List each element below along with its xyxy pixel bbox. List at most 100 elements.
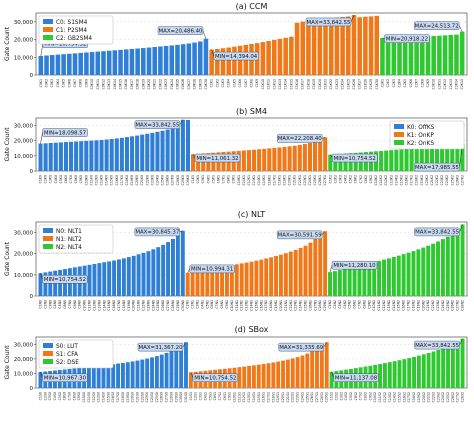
bar xyxy=(239,263,244,296)
annotation-arrow xyxy=(382,37,385,39)
x-tick-label: C21K1 xyxy=(293,175,297,185)
x-tick-label: C10N0 xyxy=(83,300,87,311)
bar xyxy=(408,37,414,75)
bar xyxy=(237,45,243,75)
bar xyxy=(313,141,318,171)
legend-swatch xyxy=(43,35,53,40)
x-tick-label: C22S1 xyxy=(291,392,295,402)
x-tick-label: C2K8 xyxy=(420,79,424,87)
x-tick-label: C2K10 xyxy=(432,79,436,89)
annotation-arrow xyxy=(322,137,326,139)
bar xyxy=(215,48,220,75)
annotation-arrow xyxy=(182,342,187,348)
bar xyxy=(289,36,294,75)
x-tick-label: C0K9 xyxy=(84,79,88,87)
bar xyxy=(124,137,129,171)
bar xyxy=(367,263,372,296)
x-tick-label: C17K1 xyxy=(272,175,276,185)
bar xyxy=(44,55,49,75)
bar xyxy=(89,52,95,75)
x-tick-label: C11K2 xyxy=(379,175,383,185)
bar xyxy=(382,363,387,388)
x-tick-label: C20N0 xyxy=(132,300,136,311)
bar xyxy=(125,362,130,388)
x-tick-label: C30N0 xyxy=(181,300,185,311)
x-tick-label: C0K8 xyxy=(79,79,83,87)
x-tick-label: C23S2 xyxy=(436,392,440,402)
bar xyxy=(278,254,283,296)
x-tick-label: C20K1 xyxy=(288,175,292,185)
bar xyxy=(448,34,454,75)
bar xyxy=(224,265,229,296)
x-tick-label: C12N2 xyxy=(382,300,386,311)
x-tick-label: C1K16 xyxy=(295,79,299,89)
bar xyxy=(254,260,259,296)
x-tick-label: C1K29 xyxy=(369,79,373,89)
x-tick-label: C2K9 xyxy=(426,79,430,87)
legend-entry: N1: NLT2 xyxy=(56,237,82,243)
x-tick-label: C4S1 xyxy=(203,392,207,400)
bar xyxy=(95,51,101,75)
bar xyxy=(435,146,440,171)
max-annotation-label: MAX=30,591.59 xyxy=(278,233,323,239)
bar xyxy=(266,363,271,388)
bar xyxy=(135,48,140,75)
x-tick-label: C19S2 xyxy=(417,392,421,402)
y-tick-label: 20,000 xyxy=(14,252,34,258)
bar xyxy=(118,49,123,75)
x-tick-label: C25N0 xyxy=(156,300,160,311)
x-tick-label: C3K0 xyxy=(49,175,53,183)
x-tick-label: C1K10 xyxy=(261,79,265,89)
legend-swatch xyxy=(394,132,404,137)
bar xyxy=(129,48,135,75)
x-tick-label: C8K0 xyxy=(74,175,78,183)
bar xyxy=(262,148,267,171)
bar xyxy=(455,342,460,388)
bar xyxy=(377,260,382,296)
x-tick-label: C1K2 xyxy=(215,79,219,87)
bar xyxy=(61,54,66,75)
x-tick-label: C1K9 xyxy=(255,79,259,87)
min-annotation-box xyxy=(331,260,378,270)
bar xyxy=(391,37,397,75)
x-tick-label: C17S1 xyxy=(266,392,270,402)
x-tick-label: C16S0 xyxy=(111,392,115,402)
x-tick-label: C19N2 xyxy=(416,300,420,311)
bar xyxy=(362,264,367,296)
annotation-arrow xyxy=(330,154,333,159)
x-tick-label: C2K7 xyxy=(415,79,419,87)
x-tick-label: C7K2 xyxy=(359,175,363,183)
bar xyxy=(251,365,256,388)
bar xyxy=(323,18,328,75)
bar xyxy=(368,16,374,75)
bar xyxy=(261,363,266,388)
x-tick-label: C2K2 xyxy=(333,175,337,183)
x-tick-label: C9K1 xyxy=(232,175,236,183)
bar xyxy=(97,263,102,296)
max-annotation-box xyxy=(134,120,181,129)
x-tick-label: C27S1 xyxy=(315,392,319,402)
bar xyxy=(145,133,150,171)
bar xyxy=(416,249,421,296)
x-tick-label: C6N0 xyxy=(63,300,67,309)
bar xyxy=(180,44,186,75)
x-tick-label: C28S2 xyxy=(461,392,465,402)
x-tick-label: C14S2 xyxy=(393,392,397,402)
x-tick-label: C23K2 xyxy=(440,175,444,185)
min-annotation-label: MIN=11,280.10 xyxy=(333,263,376,269)
min-annotation-label: MIN=10,754.52 xyxy=(44,41,86,47)
bar xyxy=(401,254,406,296)
x-tick-label: C31S0 xyxy=(184,392,188,402)
legend-swatch xyxy=(43,236,53,241)
x-tick-label: C1S1 xyxy=(189,392,193,400)
bar xyxy=(161,244,166,296)
x-tick-label: C10K2 xyxy=(374,175,378,185)
bar xyxy=(120,362,125,388)
x-tick-label: C2K4 xyxy=(398,79,402,87)
x-tick-label: C7K0 xyxy=(69,175,73,183)
bar xyxy=(175,44,180,75)
bar xyxy=(246,150,251,171)
x-tick-label: C6N1 xyxy=(210,300,214,309)
bar xyxy=(455,144,460,171)
x-tick-label: C2N0 xyxy=(43,300,47,309)
